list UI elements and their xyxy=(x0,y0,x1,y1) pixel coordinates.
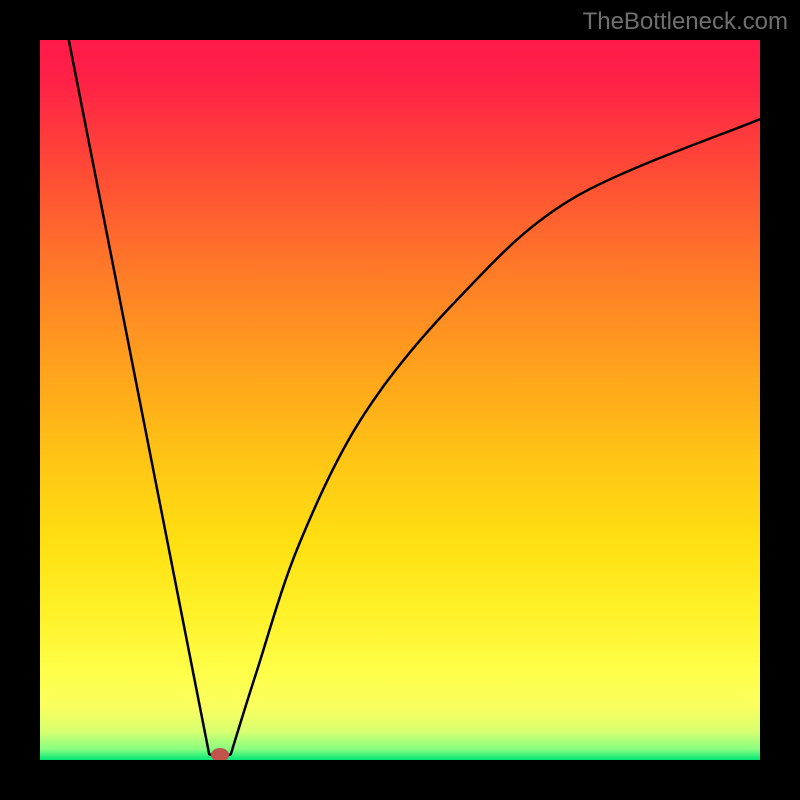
chart-svg xyxy=(40,40,760,760)
gradient-background xyxy=(40,40,760,760)
plot-area xyxy=(40,40,760,760)
watermark-text: TheBottleneck.com xyxy=(583,8,788,36)
chart-stage: TheBottleneck.com xyxy=(0,0,800,800)
